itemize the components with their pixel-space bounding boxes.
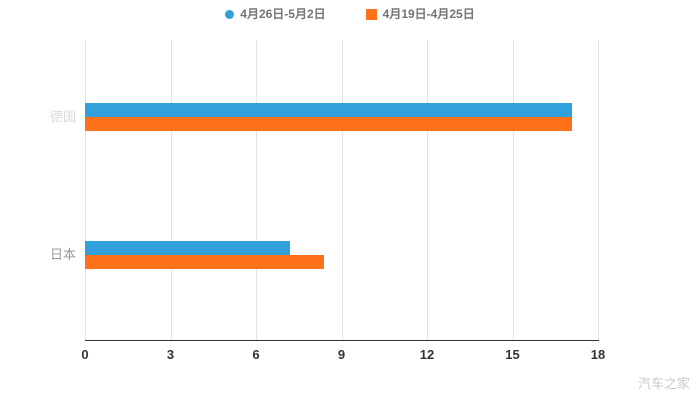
series1-circle-marker-icon bbox=[225, 9, 235, 19]
category-label-2: 日本 bbox=[49, 247, 76, 262]
bar-series2-cat2 bbox=[85, 255, 325, 269]
x-tick-label-12: 12 bbox=[419, 347, 435, 362]
gridline-x-15 bbox=[512, 40, 514, 340]
series2-square-marker-icon bbox=[365, 8, 377, 20]
bar-series1-cat2 bbox=[85, 241, 291, 255]
legend-label-series2: 4月19日-4月25日 bbox=[382, 7, 475, 21]
gridline-x-18 bbox=[598, 40, 599, 340]
legend-item-series2[interactable]: 4月19日-4月25日 bbox=[365, 7, 475, 21]
legend-item-series1[interactable]: 4月26日-5月2日 bbox=[225, 7, 326, 21]
gridline-x-3 bbox=[170, 40, 172, 340]
x-axis-line bbox=[85, 340, 599, 341]
x-tick-label-6: 6 bbox=[252, 347, 260, 362]
x-tick-label-9: 9 bbox=[337, 347, 346, 362]
chart-legend: 4月26日-5月2日 4月19日-4月25日 bbox=[0, 8, 700, 20]
legend-label-series1: 4月26日-5月2日 bbox=[240, 7, 326, 21]
watermark: 汽车之家 bbox=[637, 376, 690, 391]
x-tick-label-3: 3 bbox=[166, 347, 175, 362]
gridline-x-12 bbox=[427, 40, 428, 340]
bar-series1-cat1 bbox=[85, 103, 573, 117]
gridline-x-9 bbox=[341, 40, 343, 340]
x-tick-label-18: 18 bbox=[590, 347, 606, 362]
category-label-1: 德国 bbox=[49, 109, 76, 124]
gridline-x-0 bbox=[85, 40, 86, 340]
x-tick-label-0: 0 bbox=[81, 347, 89, 362]
bar-series2-cat1 bbox=[85, 117, 573, 131]
gridline-x-6 bbox=[256, 40, 257, 340]
x-tick-label-15: 15 bbox=[505, 347, 520, 362]
plot-area bbox=[85, 40, 599, 340]
